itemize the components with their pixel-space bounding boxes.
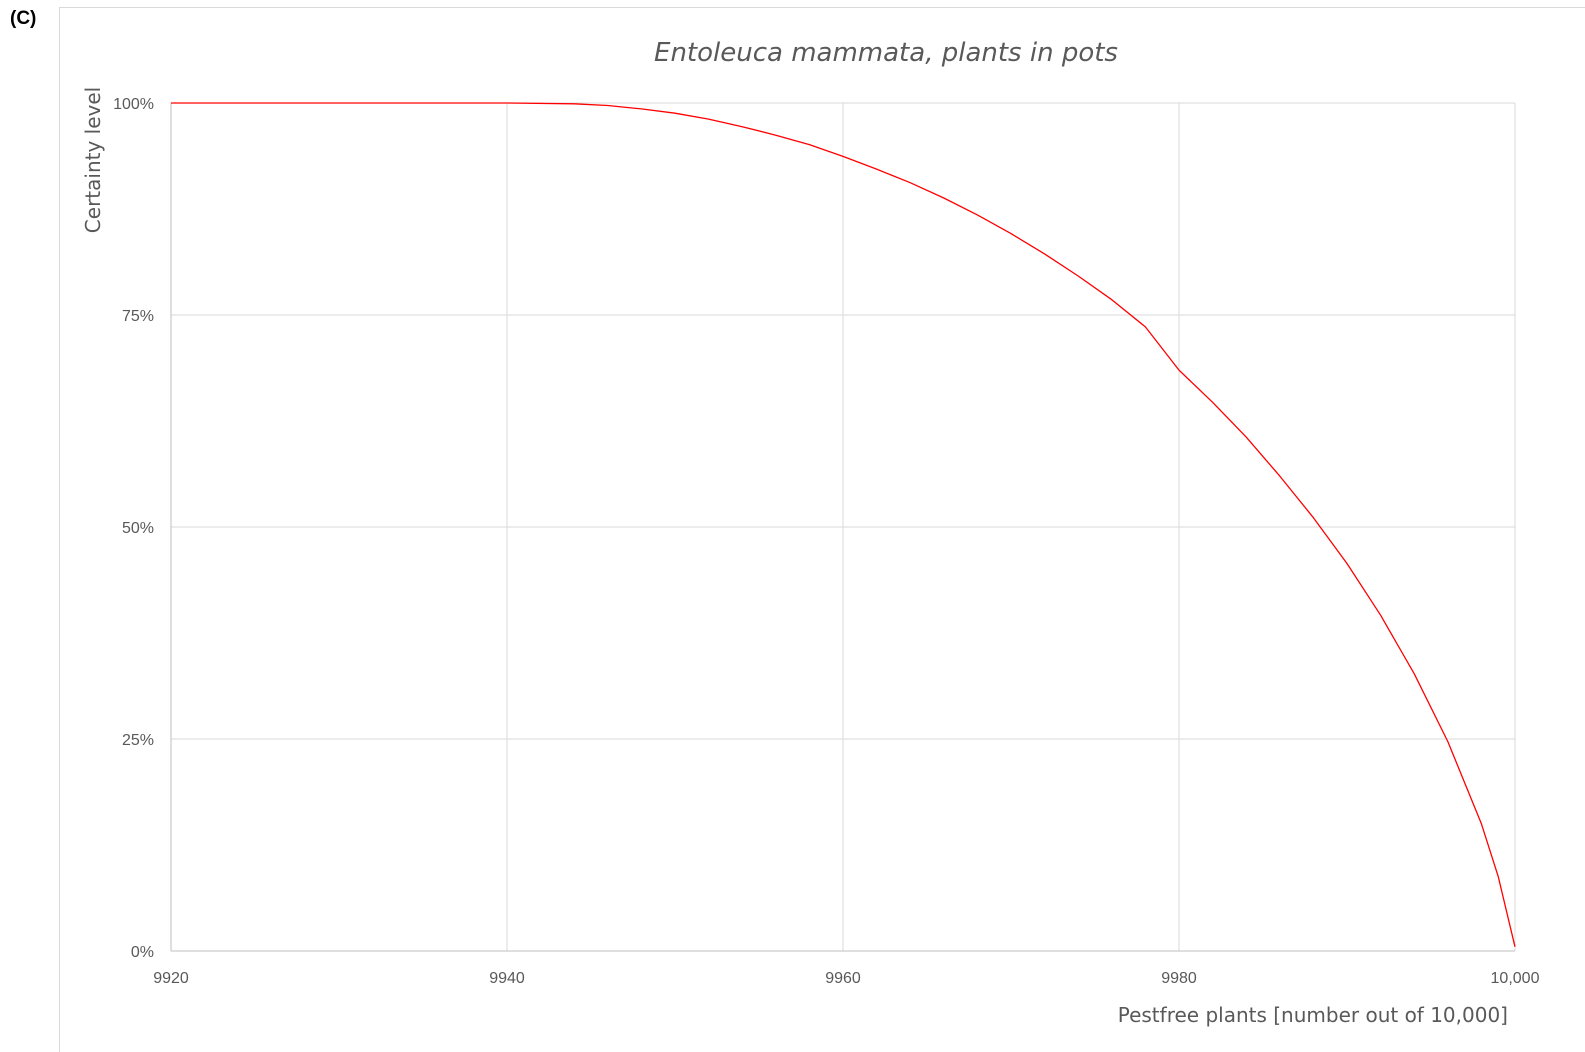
x-tick-label: 9940 [489, 970, 525, 987]
x-tick-label: 9980 [1161, 970, 1197, 987]
chart-title: Entoleuca mammata, plants in pots [654, 38, 1118, 68]
tick-labels: 9920 9940 9960 9980 10,000 0% 25% 50% 75% 100% [113, 96, 1539, 987]
x-tick-label: 10,000 [1491, 970, 1540, 987]
y-tick-label: 25% [122, 732, 154, 749]
chart-frame [59, 7, 1585, 1052]
axes [170, 103, 1515, 952]
panel-label: (C) [10, 8, 37, 29]
y-tick-label: 50% [122, 520, 154, 537]
y-tick-label: 100% [113, 96, 154, 113]
series-line [171, 102, 1516, 947]
gridlines [171, 102, 1516, 951]
x-tick-label: 9920 [153, 970, 189, 987]
y-tick-label: 0% [131, 944, 154, 961]
y-axis-title: Certainty level [81, 87, 105, 233]
y-tick-label: 75% [122, 308, 154, 325]
series-layer [171, 102, 1516, 947]
x-tick-label: 9960 [825, 970, 861, 987]
x-axis-title: Pestfree plants [number out of 10,000] [1118, 1003, 1508, 1027]
